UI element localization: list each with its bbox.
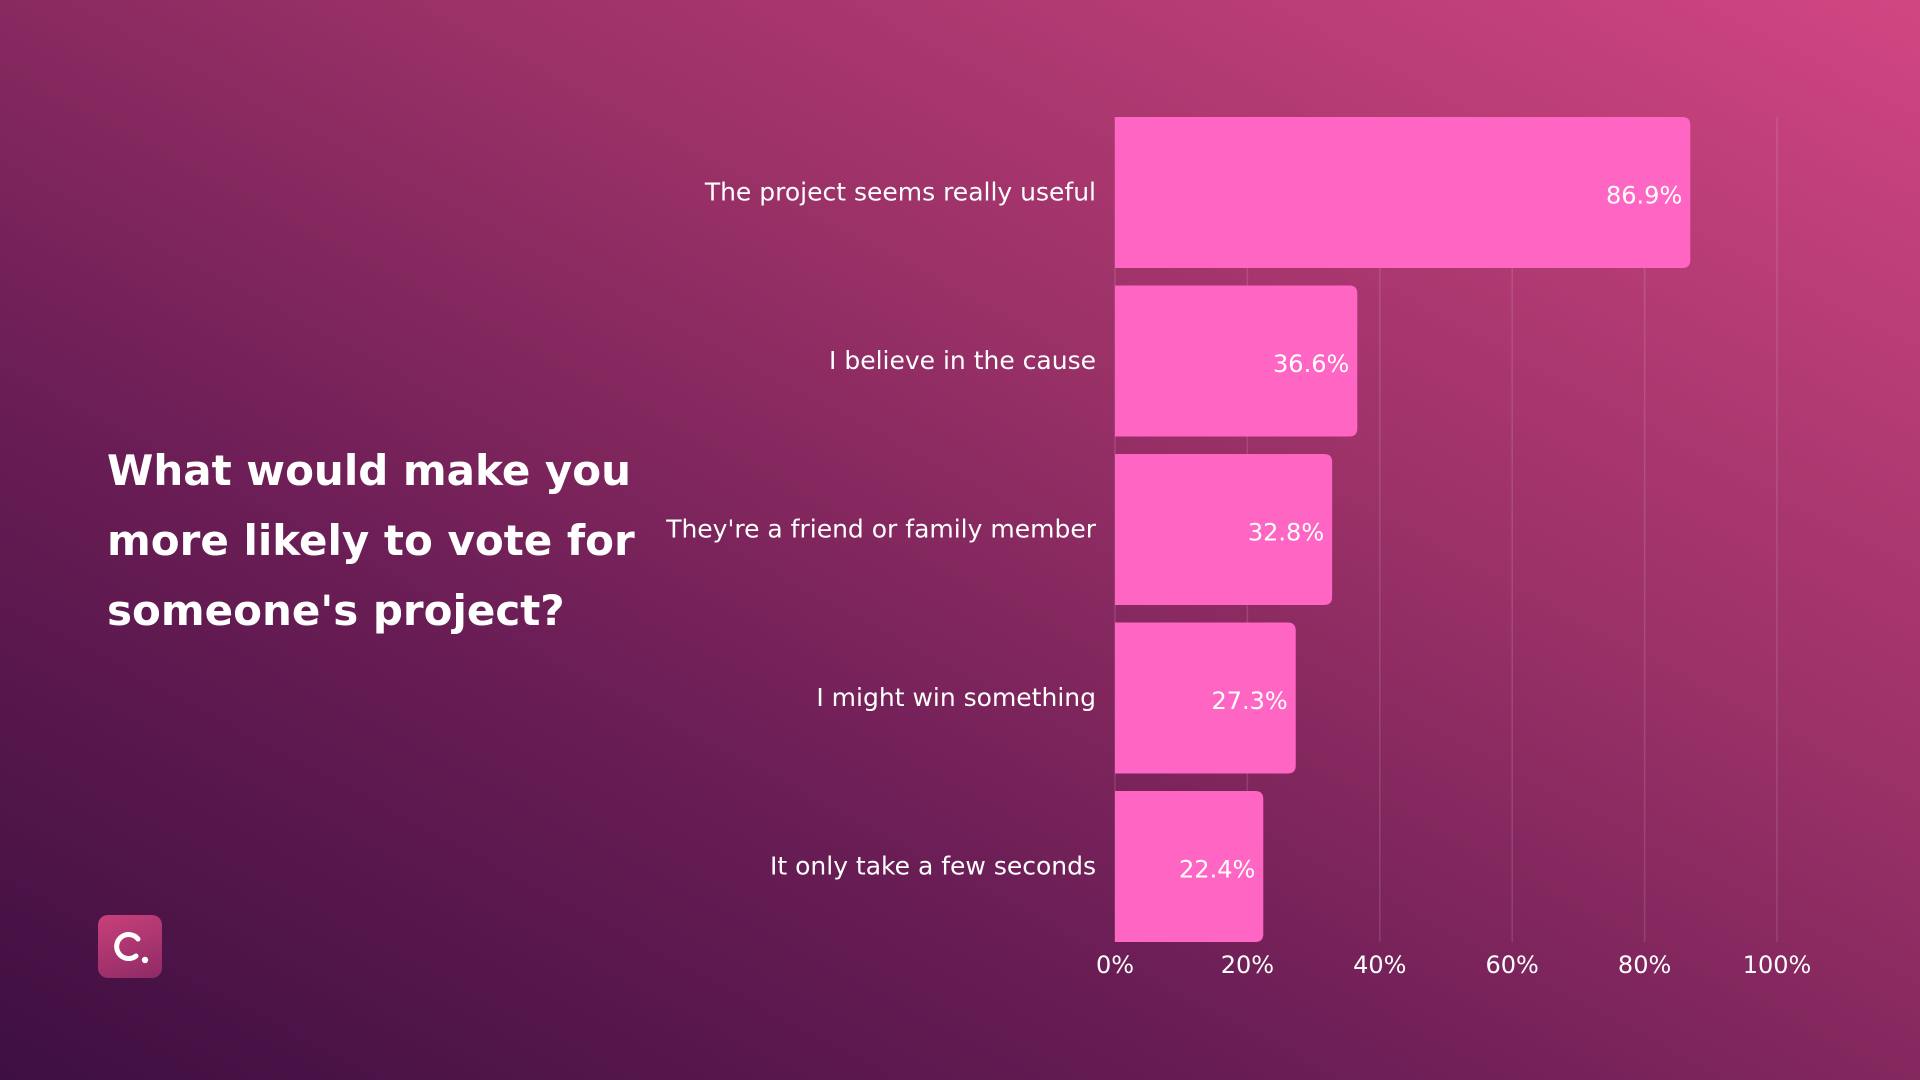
data-label: 32.8%: [1248, 519, 1324, 547]
brand-logo-icon: [98, 915, 162, 978]
bar-3: [1115, 454, 1333, 605]
x-tick-label: 100%: [1743, 951, 1812, 979]
bar-5: [1115, 791, 1264, 942]
data-label: 22.4%: [1179, 856, 1255, 884]
data-label: 27.3%: [1211, 687, 1287, 715]
x-tick-label: 20%: [1221, 951, 1274, 979]
category-label: It only take a few seconds: [770, 852, 1096, 881]
chart-question-title: What would make you more likely to vote …: [107, 446, 635, 635]
category-label: I believe in the cause: [829, 346, 1096, 375]
bar-1: [1115, 117, 1691, 268]
bar-2: [1115, 285, 1358, 437]
category-label: I might win something: [816, 683, 1096, 712]
x-tick-label: 40%: [1353, 951, 1406, 979]
category-label: They're a friend or family member: [665, 515, 1097, 544]
x-tick-label: 0%: [1096, 951, 1134, 979]
cube-c-logo-icon: [114, 932, 149, 964]
x-tick-label: 60%: [1486, 951, 1539, 979]
bar-4: [1115, 622, 1296, 774]
data-label: 36.6%: [1273, 350, 1349, 378]
data-label: 86.9%: [1606, 182, 1682, 210]
category-label: The project seems really useful: [704, 178, 1096, 207]
x-tick-label: 80%: [1618, 951, 1671, 979]
